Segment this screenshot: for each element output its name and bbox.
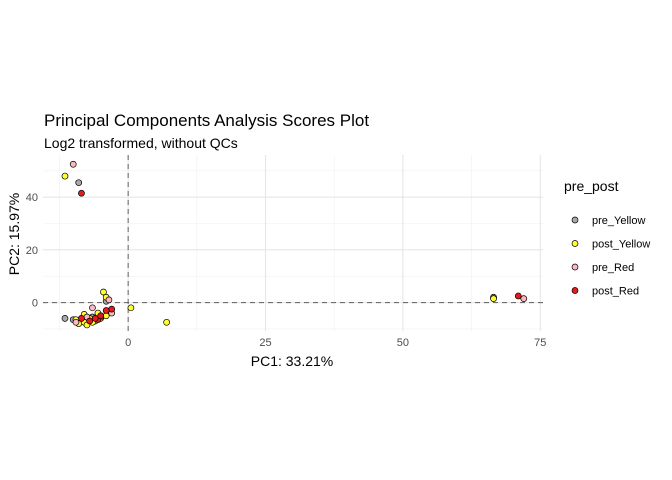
- data-point: [514, 292, 522, 300]
- chart-subtitle: Log2 transformed, without QCs: [44, 135, 238, 151]
- data-point: [490, 295, 497, 302]
- data-point: [72, 318, 80, 326]
- x-axis-title: PC1: 33.21%: [251, 353, 334, 369]
- legend-label: post_Red: [592, 286, 639, 298]
- data-point: [75, 179, 83, 187]
- y-tick-label: 0: [32, 298, 38, 310]
- y-tick-label: 40: [26, 192, 38, 204]
- x-tick-label: 0: [125, 337, 131, 349]
- x-axis-ticks: 0 25 50 75: [125, 337, 546, 349]
- legend-key: [571, 216, 579, 224]
- data-point: [61, 315, 69, 322]
- chart-title: Principal Components Analysis Scores Plo…: [44, 111, 369, 130]
- data-point: [91, 315, 99, 322]
- legend-key: [571, 240, 579, 247]
- grid-minor: [43, 155, 543, 331]
- y-axis-ticks: 0 20 40: [26, 192, 38, 309]
- data-point: [163, 318, 170, 326]
- data-point: [520, 295, 528, 302]
- legend-label: post_Yellow: [592, 239, 650, 251]
- grid-major: [43, 155, 543, 331]
- y-tick-label: 20: [26, 245, 38, 257]
- data-point: [78, 315, 85, 322]
- x-tick-label: 50: [397, 337, 409, 349]
- legend-label: pre_Yellow: [592, 215, 645, 227]
- legend-label: pre_Red: [592, 262, 634, 274]
- data-point: [89, 304, 96, 312]
- legend-key: [571, 287, 579, 294]
- data-point: [102, 307, 110, 314]
- x-tick-label: 25: [259, 337, 271, 349]
- data-point: [69, 160, 77, 168]
- data-point: [61, 172, 69, 180]
- legend-key: [571, 263, 579, 271]
- data-point: [105, 296, 113, 304]
- legend: pre_post pre_Yellow post_Yellow pre_Redpos…: [564, 178, 650, 298]
- data-point: [127, 304, 135, 312]
- data-point: [78, 189, 85, 197]
- plot-panel: [43, 155, 543, 331]
- x-tick-label: 75: [534, 337, 546, 349]
- legend-title: pre_post: [564, 178, 619, 194]
- legend-items: pre_Yellow post_Yellow pre_Red post_Red: [571, 215, 650, 298]
- data-point: [108, 305, 116, 313]
- data-point: [86, 317, 94, 325]
- data-points: [61, 160, 528, 329]
- reference-lines: [43, 155, 543, 331]
- data-point: [100, 288, 107, 296]
- y-axis-title: PC2: 15.97%: [6, 193, 22, 276]
- data-point: [97, 312, 105, 320]
